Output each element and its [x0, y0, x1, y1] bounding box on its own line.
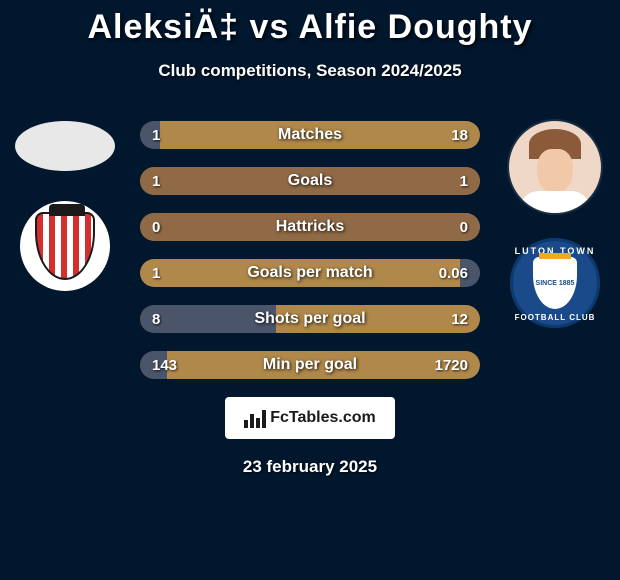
- stat-row: 10.06Goals per match: [140, 259, 480, 287]
- player-right-avatar: [509, 121, 601, 213]
- stat-row: 11Goals: [140, 167, 480, 195]
- club-right-shield-icon: SINCE 1885: [533, 257, 577, 309]
- club-right-since: SINCE 1885: [536, 280, 575, 287]
- page-subtitle: Club competitions, Season 2024/2025: [0, 61, 620, 81]
- right-player-column: LUTON TOWN SINCE 1885 FOOTBALL CLUB: [500, 121, 610, 328]
- stat-row: 118Matches: [140, 121, 480, 149]
- stat-label: Goals per match: [140, 264, 480, 282]
- page-title: AleksiÄ‡ vs Alfie Doughty: [0, 0, 620, 47]
- player-left-avatar: [15, 121, 115, 171]
- stat-label: Goals: [140, 172, 480, 190]
- stat-label: Hattricks: [140, 218, 480, 236]
- club-right-logo: LUTON TOWN SINCE 1885 FOOTBALL CLUB: [510, 238, 600, 328]
- stat-row: 00Hattricks: [140, 213, 480, 241]
- comparison-panel: LUTON TOWN SINCE 1885 FOOTBALL CLUB 118M…: [0, 121, 620, 379]
- stat-row: 812Shots per goal: [140, 305, 480, 333]
- source-badge: FcTables.com: [225, 397, 395, 439]
- left-player-column: [10, 121, 120, 291]
- footer-date: 23 february 2025: [0, 457, 620, 477]
- club-right-name-bottom: FOOTBALL CLUB: [510, 313, 600, 322]
- fctables-logo-icon: [244, 408, 266, 428]
- club-left-logo: [20, 201, 110, 291]
- club-left-shield-icon: [35, 212, 95, 280]
- source-brand-text: FcTables.com: [270, 409, 376, 427]
- stat-row: 1431720Min per goal: [140, 351, 480, 379]
- stat-label: Min per goal: [140, 356, 480, 374]
- stat-label: Matches: [140, 126, 480, 144]
- stat-label: Shots per goal: [140, 310, 480, 328]
- stats-bars: 118Matches 11Goals 00Hattricks 10.06Goals p…: [140, 121, 480, 379]
